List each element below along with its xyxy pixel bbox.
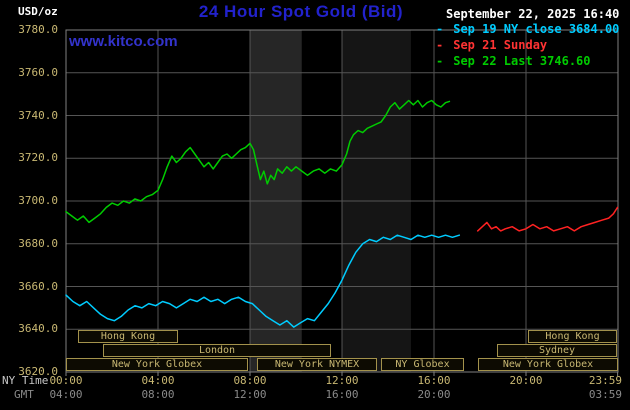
y-axis-tick-label: 3760.0 [18,65,58,79]
chart-datetime: September 22, 2025 16:40 [446,7,620,21]
legend-label: Sep 21 Sunday [453,38,548,52]
session-bar-new-york-globex: New York Globex [66,358,248,371]
y-axis-tick-label: 3640.0 [18,322,58,336]
legend-item-sep19: - Sep 19 NY close 3684.00 [436,22,619,38]
legend-label: Sep 22 Last 3746.60 [453,54,591,68]
y-axis-tick-label: 3700.0 [18,194,58,207]
ny-time-axis-label: NY Time [2,374,49,387]
x-axis-ny-tick-label: 08:00 [233,374,267,387]
x-axis-gmt-tick-label: 03:59 [588,388,622,401]
series-line-0 [65,234,461,328]
y-axis-tick-label: 3720.0 [18,151,58,165]
y-axis-tick-label: 3680.0 [18,236,58,250]
axis-tick-marks [65,372,619,376]
legend-line-swatch: - [436,22,444,36]
x-axis-ny-tick-label: 23:59 [588,374,622,387]
legend-item-sep21: - Sep 21 Sunday [436,38,619,54]
x-axis-gmt-tick-label: 12:00 [233,388,267,401]
series-line-2 [65,99,451,224]
units-label: USD/oz [18,5,58,18]
grid-lines [66,30,618,372]
page-title: 24 Hour Spot Gold (Bid) [198,2,404,21]
legend-item-sep22: - Sep 22 Last 3746.60 [436,54,619,70]
x-axis-ny-tick-label: 20:00 [509,374,543,387]
session-bar-hong-kong: Hong Kong [78,330,178,343]
x-axis-gmt-tick-label: 20:00 [417,388,451,401]
legend-line-swatch: - [436,38,444,52]
series-lines [65,99,619,328]
series-line-1 [476,206,619,232]
x-axis-gmt-tick-label: 08:00 [141,388,175,401]
x-axis-ny-tick-label: 00:00 [49,374,83,387]
session-bar-new-york-globex: New York Globex [478,358,618,371]
legend-line-swatch: - [436,54,444,68]
x-axis-ny-tick-label: 16:00 [417,374,451,387]
session-bar-new-york-nymex: New York NYMEX [257,358,377,371]
x-axis-ny-tick-label: 12:00 [325,374,359,387]
session-bar-sydney: Sydney [497,344,617,357]
y-axis-tick-label: 3740.0 [18,108,58,122]
y-axis-tick-label: 3620.0 [18,365,58,378]
kitco-watermark-link[interactable]: www.kitco.com [69,33,178,50]
x-axis-gmt-tick-label: 04:00 [49,388,83,401]
session-bar-london: London [103,344,331,357]
x-axis-ny-tick-label: 04:00 [141,374,175,387]
session-bar-ny-globex: NY Globex [381,358,464,371]
gmt-axis-label: GMT [14,388,34,401]
y-axis-tick-label: 3660.0 [18,279,58,293]
y-axis-tick-label: 3780.0 [18,23,58,36]
legend: - Sep 19 NY close 3684.00 - Sep 21 Sunda… [436,22,619,70]
x-axis-gmt-tick-label: 16:00 [325,388,359,401]
legend-label: Sep 19 NY close 3684.00 [453,22,620,36]
session-bar-hong-kong: Hong Kong [528,330,617,343]
